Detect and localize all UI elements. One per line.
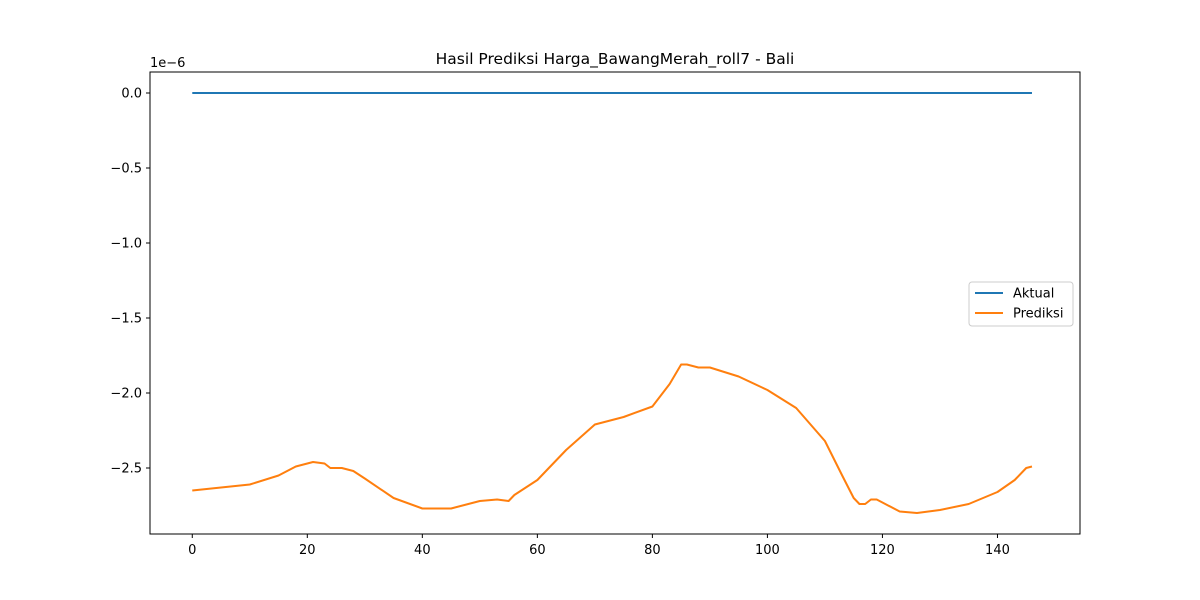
chart-title: Hasil Prediksi Harga_BawangMerah_roll7 -… xyxy=(436,50,795,69)
y-axis: 0.0 −0.5 −1.0 −1.5 −2.0 −2.5 xyxy=(110,87,150,477)
legend: Aktual Prediksi xyxy=(968,281,1074,327)
x-tick-label: 40 xyxy=(414,543,431,558)
series-layer xyxy=(192,92,1033,514)
y-tick-label: −2.0 xyxy=(110,387,142,402)
x-tick-label: 60 xyxy=(529,543,546,558)
legend-label-aktual: Aktual xyxy=(1013,287,1054,302)
x-tick-label: 20 xyxy=(299,543,316,558)
x-tick-label: 140 xyxy=(985,543,1010,558)
series-line-prediksi xyxy=(192,363,1033,514)
x-tick-label: 100 xyxy=(755,543,780,558)
x-tick-label: 120 xyxy=(870,543,895,558)
legend-label-prediksi: Prediksi xyxy=(1013,307,1063,322)
x-tick-label: 0 xyxy=(188,543,196,558)
y-axis-offset-label: 1e−6 xyxy=(150,56,185,71)
y-tick-label: −1.0 xyxy=(110,237,142,252)
plot-frame xyxy=(149,71,1081,535)
y-tick-label: −2.5 xyxy=(110,462,142,477)
x-axis: 0 20 40 60 80 100 120 140 xyxy=(188,534,1010,558)
y-tick-label: −0.5 xyxy=(110,162,142,177)
x-tick-label: 80 xyxy=(644,543,661,558)
y-tick-label: −1.5 xyxy=(110,312,142,327)
y-tick-label: 0.0 xyxy=(121,87,142,102)
